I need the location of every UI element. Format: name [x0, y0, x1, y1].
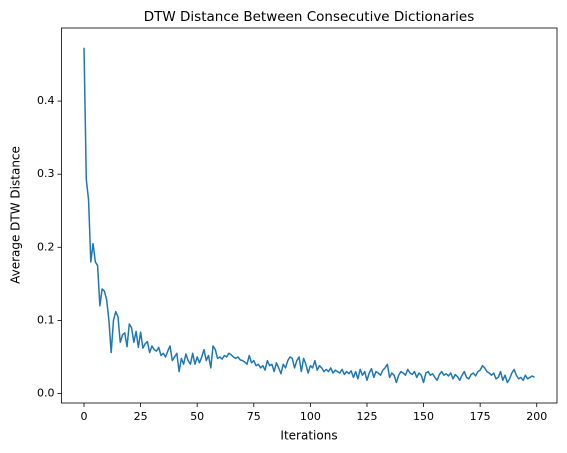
y-tick-label: 0.3	[37, 167, 55, 180]
y-tick-label: 0.2	[37, 240, 55, 253]
x-axis-label: Iterations	[280, 429, 337, 443]
chart-title: DTW Distance Between Consecutive Diction…	[144, 9, 475, 25]
x-tick-label: 25	[134, 410, 148, 423]
x-tick-label: 100	[300, 410, 321, 423]
x-tick-label: 75	[247, 410, 261, 423]
x-tick-label: 50	[190, 410, 204, 423]
x-tick-label: 175	[470, 410, 491, 423]
x-tick-label: 0	[81, 410, 88, 423]
x-tick-label: 150	[413, 410, 434, 423]
x-tick-label: 125	[356, 410, 377, 423]
data-line	[83, 47, 535, 384]
y-axis-label: Average DTW Distance	[9, 146, 23, 284]
plot-frame	[61, 27, 558, 404]
y-tick-label: 0.1	[37, 313, 55, 326]
y-tick-label: 0.0	[37, 386, 55, 399]
x-tick-label: 200	[526, 410, 547, 423]
y-tick-label: 0.4	[37, 94, 55, 107]
